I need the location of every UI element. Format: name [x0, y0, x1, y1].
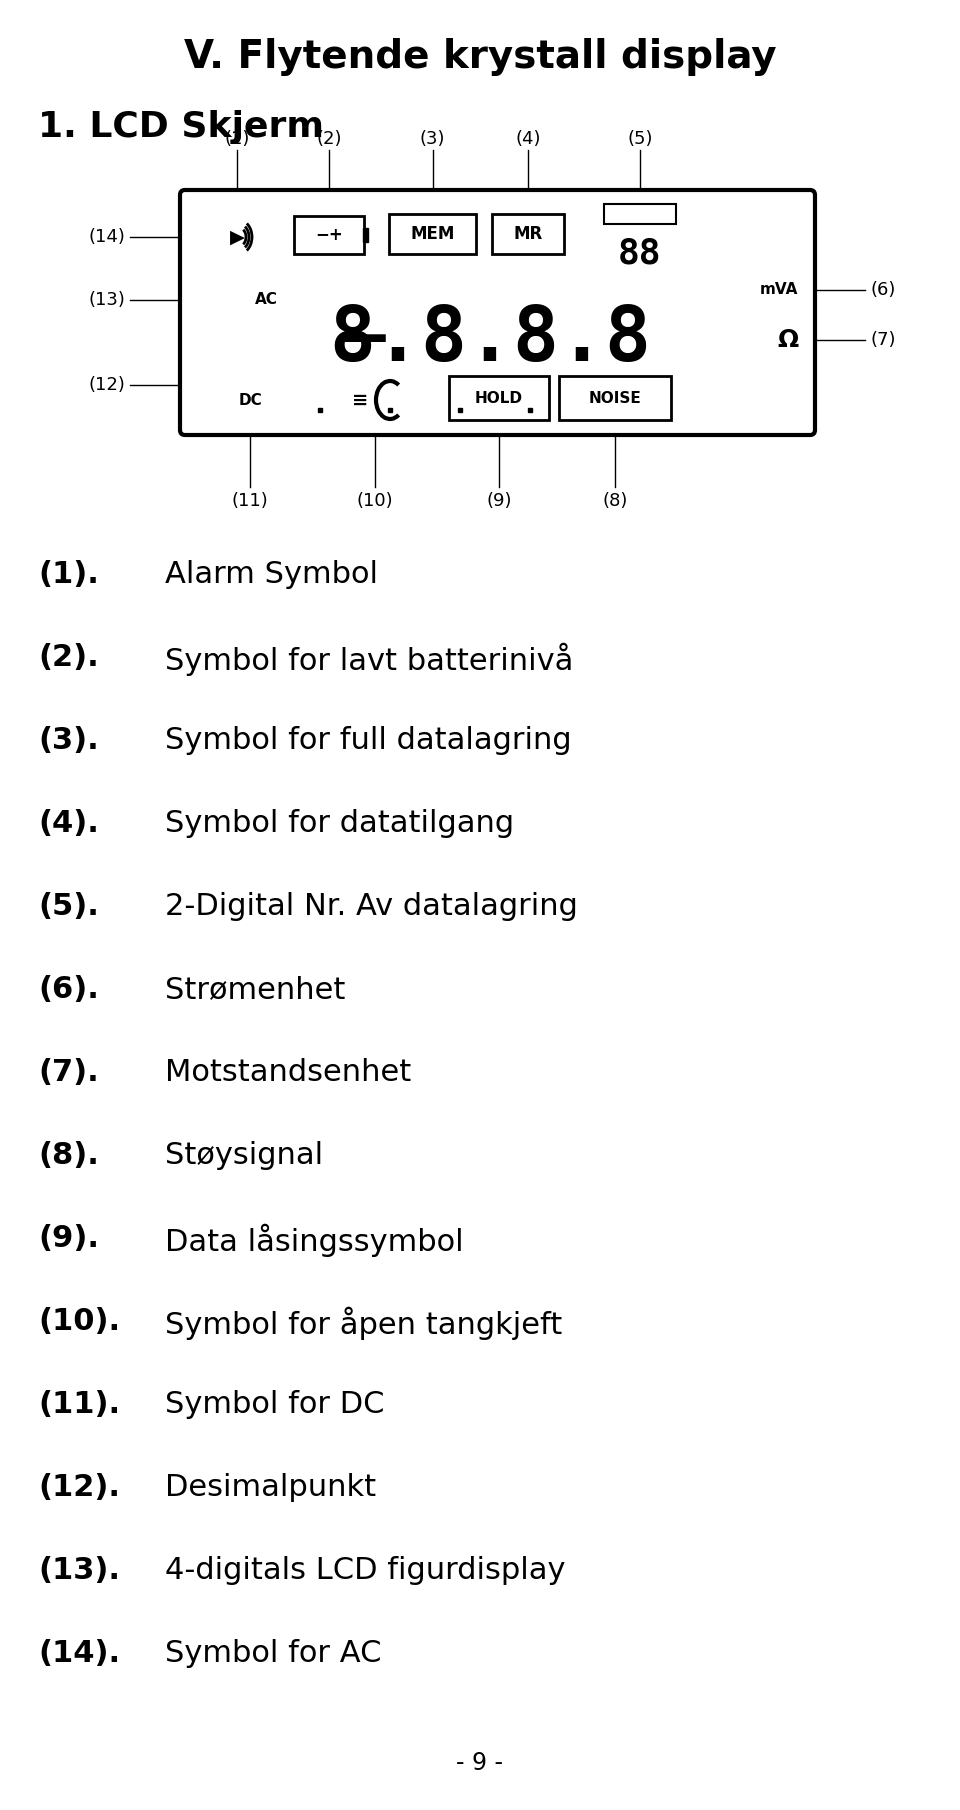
Text: 88: 88: [618, 237, 661, 272]
Text: Støysignal: Støysignal: [165, 1140, 324, 1169]
Text: Strømenhet: Strømenhet: [165, 976, 346, 1005]
Text: 4-digitals LCD figurdisplay: 4-digitals LCD figurdisplay: [165, 1557, 565, 1586]
Text: Ω: Ω: [777, 328, 798, 351]
Text: (10).: (10).: [38, 1307, 120, 1336]
Text: (14).: (14).: [38, 1640, 120, 1669]
Text: 1. LCD Skjerm: 1. LCD Skjerm: [38, 110, 324, 145]
Text: MR: MR: [514, 224, 542, 243]
FancyBboxPatch shape: [492, 214, 564, 253]
Text: (6): (6): [870, 281, 896, 299]
Text: (4).: (4).: [38, 809, 99, 838]
Text: - 9 -: - 9 -: [457, 1750, 503, 1776]
Text: (5).: (5).: [38, 892, 99, 921]
Text: (12): (12): [88, 376, 125, 395]
Text: Desimalpunkt: Desimalpunkt: [165, 1473, 376, 1502]
Text: 2-Digital Nr. Av datalagring: 2-Digital Nr. Av datalagring: [165, 892, 578, 921]
Text: Data låsingssymbol: Data låsingssymbol: [165, 1224, 464, 1258]
FancyBboxPatch shape: [294, 215, 364, 253]
Text: (9): (9): [487, 492, 512, 510]
Text: (13): (13): [88, 291, 125, 310]
Text: V. Flytende krystall display: V. Flytende krystall display: [183, 38, 777, 76]
Text: Symbol for åpen tangkjeft: Symbol for åpen tangkjeft: [165, 1307, 563, 1341]
Text: (2): (2): [316, 130, 342, 148]
Text: (3).: (3).: [38, 726, 99, 755]
Text: (5): (5): [627, 130, 653, 148]
Text: NOISE: NOISE: [588, 391, 641, 405]
FancyBboxPatch shape: [363, 228, 368, 243]
Text: (6).: (6).: [38, 976, 99, 1005]
FancyBboxPatch shape: [604, 205, 676, 224]
Text: −: −: [337, 308, 393, 373]
Text: −+: −+: [315, 226, 343, 244]
Text: ▶: ▶: [229, 228, 245, 246]
Text: (12).: (12).: [38, 1473, 120, 1502]
Text: (1).: (1).: [38, 559, 99, 588]
Text: (9).: (9).: [38, 1224, 99, 1253]
Text: Symbol for DC: Symbol for DC: [165, 1390, 385, 1419]
Text: (11).: (11).: [38, 1390, 120, 1419]
Text: mVA: mVA: [759, 282, 798, 297]
Text: Symbol for lavt batterinivå: Symbol for lavt batterinivå: [165, 643, 573, 677]
Text: (8).: (8).: [38, 1140, 99, 1169]
Text: (1): (1): [225, 130, 250, 148]
FancyBboxPatch shape: [180, 190, 815, 434]
Text: (10): (10): [357, 492, 394, 510]
Text: (14): (14): [88, 228, 125, 246]
Text: Alarm Symbol: Alarm Symbol: [165, 559, 378, 588]
Text: (13).: (13).: [38, 1557, 120, 1586]
Text: HOLD: HOLD: [475, 391, 523, 405]
Text: (2).: (2).: [38, 643, 99, 672]
Text: Symbol for full datalagring: Symbol for full datalagring: [165, 726, 571, 755]
FancyBboxPatch shape: [559, 376, 671, 420]
Text: (7): (7): [870, 331, 896, 349]
Text: 8.8.8.8: 8.8.8.8: [329, 302, 651, 376]
Text: Motstandsenhet: Motstandsenhet: [165, 1059, 411, 1088]
Text: (7).: (7).: [38, 1059, 99, 1088]
Text: (4): (4): [516, 130, 540, 148]
Text: Symbol for AC: Symbol for AC: [165, 1640, 381, 1669]
Text: MEM: MEM: [410, 224, 455, 243]
Text: Symbol for datatilgang: Symbol for datatilgang: [165, 809, 515, 838]
Text: (8): (8): [602, 492, 628, 510]
Text: DC: DC: [238, 393, 262, 407]
FancyBboxPatch shape: [449, 376, 549, 420]
Text: (11): (11): [231, 492, 269, 510]
Text: AC: AC: [255, 293, 277, 308]
Text: (3): (3): [420, 130, 445, 148]
FancyBboxPatch shape: [389, 214, 476, 253]
Text: ≡: ≡: [351, 391, 369, 409]
